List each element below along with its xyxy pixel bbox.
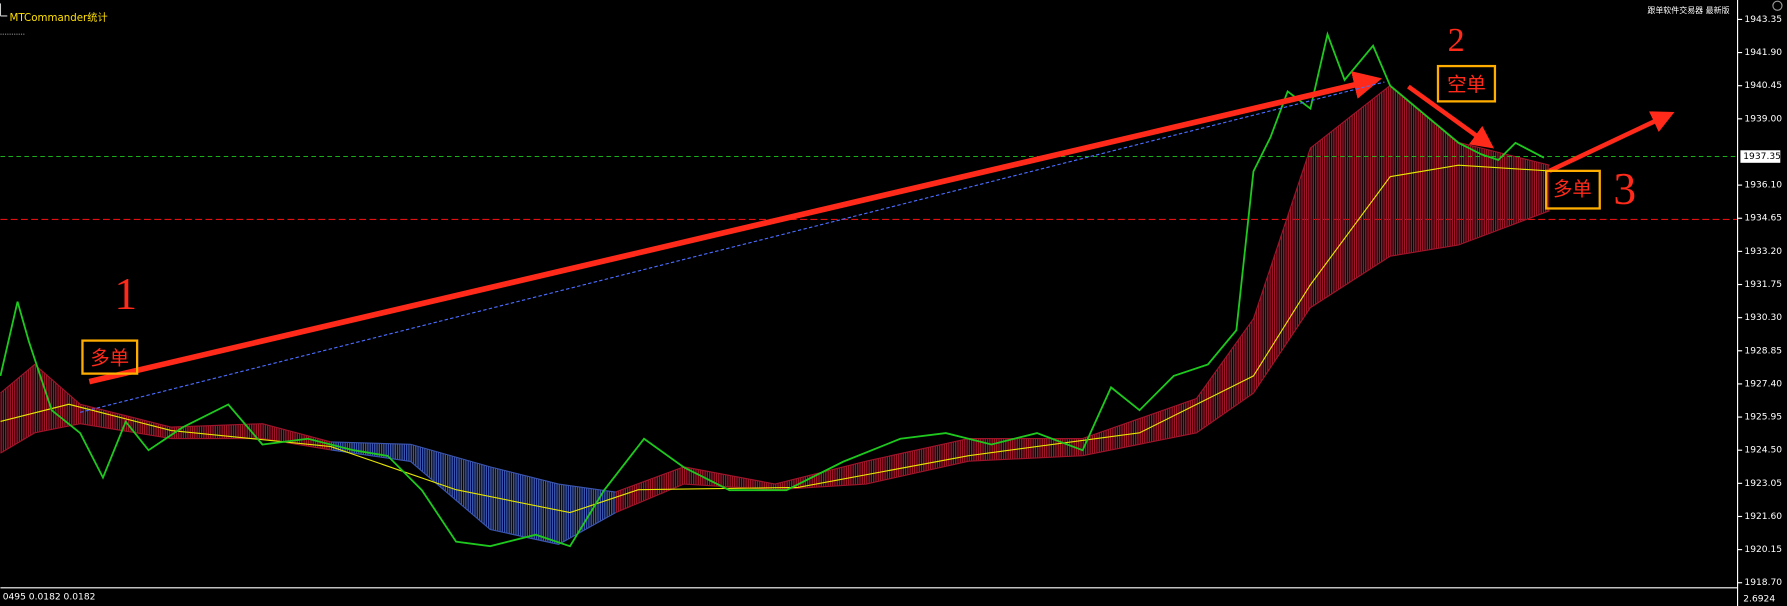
y-tick-label: 1924.50	[1744, 446, 1782, 456]
cloud-fill	[615, 85, 1550, 513]
price-line	[0, 31, 1545, 548]
y-tick-label: 1920.15	[1744, 545, 1782, 555]
trend-line	[80, 81, 1385, 413]
moving-average	[0, 164, 1550, 514]
arrow	[1407, 84, 1495, 149]
y-tick-label: 1930.30	[1744, 313, 1782, 323]
y-tick-label: 1925.95	[1744, 413, 1782, 423]
indicator-label: MTCommander统计	[10, 11, 108, 24]
arrow	[1548, 111, 1675, 173]
current-price-label: 1937.35	[1743, 152, 1781, 162]
y-tick-label: 1939.00	[1744, 114, 1782, 124]
y-tick-label: 1927.40	[1744, 379, 1782, 389]
y-tick-label: 1933.20	[1744, 247, 1782, 257]
annotation-label: 多单	[1553, 178, 1592, 201]
annotation-label: 空单	[1447, 73, 1486, 96]
close-icon[interactable]	[1772, 0, 1783, 11]
annotation-number: 1	[114, 268, 137, 319]
y-tick-label: 1921.60	[1744, 512, 1782, 522]
arrow	[88, 71, 1383, 385]
cloud-fill	[0, 364, 331, 454]
annotation-label: 多单	[90, 346, 129, 369]
annotation-box	[81, 339, 139, 375]
cloud-upper	[330, 441, 616, 493]
cloud-upper	[0, 363, 331, 443]
y-tick-label: 1940.45	[1744, 81, 1782, 91]
y-tick-label: 1918.70	[1744, 578, 1782, 588]
plot	[0, 31, 1738, 548]
y-tick-label: 1934.65	[1744, 214, 1782, 224]
y-tick-label: 1928.85	[1744, 346, 1782, 356]
cloud-lower	[615, 210, 1550, 514]
annotation-box	[1436, 64, 1497, 103]
status-left: 0495 0.0182 0.0182	[3, 592, 96, 602]
y-tick-label: 1941.90	[1744, 48, 1782, 58]
annotation-box	[1545, 169, 1601, 210]
y-tick-label: 1936.10	[1744, 181, 1782, 191]
top-right-text: 跟单软件交易器 最新版	[1647, 5, 1729, 15]
annotation-number: 2	[1448, 22, 1465, 59]
current-price-box	[1739, 149, 1782, 164]
y-tick-label: 1931.75	[1744, 280, 1782, 290]
y-tick-label: 1923.05	[1744, 479, 1782, 489]
status-right: 2.6924	[1743, 595, 1775, 605]
y-tick-label: 1943.35	[1744, 15, 1782, 25]
annotation-number: 3	[1613, 163, 1636, 214]
